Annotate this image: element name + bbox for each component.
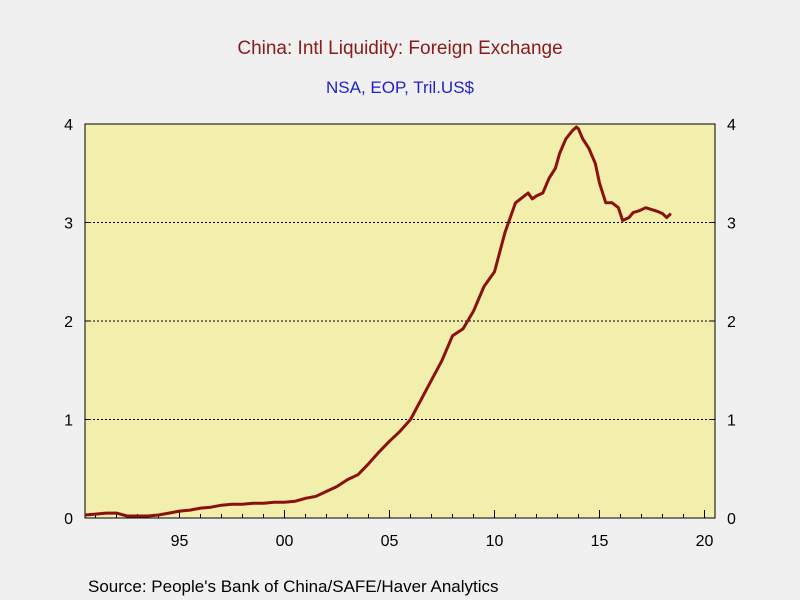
x-tick-label: 15 (591, 533, 609, 550)
y-tick-label-left: 1 (64, 413, 73, 430)
y-tick-label-left: 0 (64, 511, 73, 528)
chart-title: China: Intl Liquidity: Foreign Exchange (237, 38, 563, 59)
y-tick-label-left: 4 (64, 117, 73, 134)
plot-area (84, 123, 716, 519)
x-tick-label: 00 (276, 533, 294, 550)
x-tick-label: 95 (171, 533, 189, 550)
y-tick-label-right: 0 (727, 511, 736, 528)
x-tick-label: 05 (381, 533, 399, 550)
gridlines (85, 222, 715, 420)
y-tick-label-right: 3 (727, 216, 736, 233)
y-tick-label-right: 4 (727, 117, 736, 134)
x-tick-label: 20 (696, 533, 714, 550)
x-tick-label: 10 (486, 533, 504, 550)
y-tick-label-right: 1 (727, 413, 736, 430)
y-tick-label-left: 2 (64, 314, 73, 331)
series-line (84, 125, 672, 518)
y-tick-label-left: 3 (64, 216, 73, 233)
source-note: Source: People's Bank of China/SAFE/Have… (88, 577, 499, 596)
axis-ticks (85, 123, 715, 519)
y-tick-label-right: 2 (727, 314, 736, 331)
chart-subtitle: NSA, EOP, Tril.US$ (325, 78, 474, 97)
axis-labels: 0 01 12 23 34 495 00 05 10 15 20 (64, 117, 736, 550)
